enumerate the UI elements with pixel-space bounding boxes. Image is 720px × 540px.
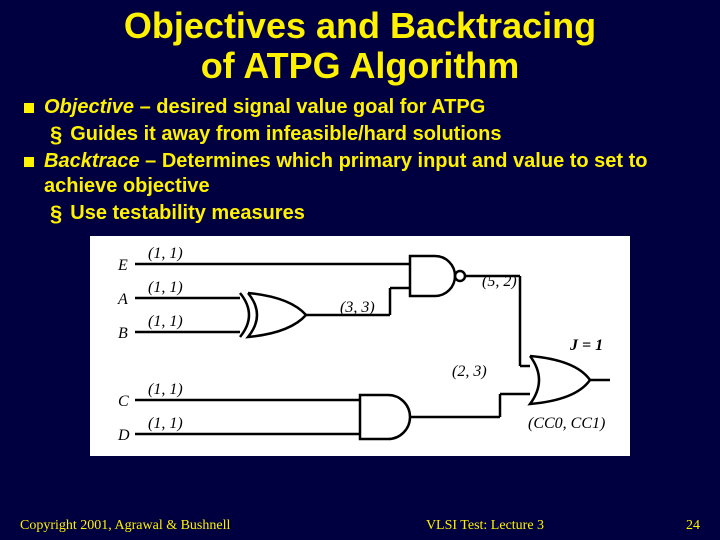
svg-text:(1, 1): (1, 1) [148,245,183,262]
svg-text:(1, 1): (1, 1) [148,415,183,432]
slide-footer: Copyright 2001, Agrawal & Bushnell VLSI … [0,518,720,534]
bullet-icon [24,103,34,113]
svg-text:(1, 1): (1, 1) [148,313,183,330]
bullet-2-text: Backtrace – Determines which primary inp… [44,149,696,199]
bullet-2-sub-1-text: Use testability measures [70,201,696,226]
svg-text:J = 1: J = 1 [569,337,603,354]
bullet-2-term: Backtrace [44,150,140,172]
slide-title: Objectives and Backtracing of ATPG Algor… [0,0,720,95]
bullet-1-rest: – desired signal value goal for ATPG [134,96,485,118]
svg-text:(CC0, CC1): (CC0, CC1) [528,415,605,432]
bullet-1-text: Objective – desired signal value goal fo… [44,95,696,120]
svg-text:B: B [118,325,128,342]
svg-text:(1, 1): (1, 1) [148,381,183,398]
sub-bullet-icon: § [50,124,62,146]
svg-text:D: D [117,427,130,444]
sub-bullet-icon: § [50,203,62,225]
svg-text:C: C [118,393,129,410]
bullet-1-sub-1: § Guides it away from infeasible/hard so… [24,122,696,147]
body-content: Objective – desired signal value goal fo… [0,95,720,226]
footer-lecture: VLSI Test: Lecture 3 [330,518,640,534]
title-line-2: of ATPG Algorithm [201,45,520,86]
svg-text:E: E [117,257,128,274]
bullet-2-sub-1: § Use testability measures [24,201,696,226]
bullet-1-term: Objective [44,96,134,118]
bullet-1: Objective – desired signal value goal fo… [24,95,696,120]
svg-text:(5, 2): (5, 2) [482,273,517,290]
footer-page-number: 24 [640,518,700,534]
svg-text:(2, 3): (2, 3) [452,363,487,380]
circuit-svg: E (1, 1) A (1, 1) B (1, 1) C (1, 1) D (1, 1) (3, 3… [90,236,630,456]
svg-text:(3, 3): (3, 3) [340,299,375,316]
svg-text:(1, 1): (1, 1) [148,279,183,296]
circuit-diagram: E (1, 1) A (1, 1) B (1, 1) C (1, 1) D (1, 1) (3, 3… [90,236,630,456]
bullet-1-sub-1-text: Guides it away from infeasible/hard solu… [70,122,696,147]
svg-text:A: A [117,291,128,308]
footer-copyright: Copyright 2001, Agrawal & Bushnell [20,518,330,534]
bullet-2: Backtrace – Determines which primary inp… [24,149,696,199]
title-line-1: Objectives and Backtracing [124,5,596,46]
bullet-icon [24,157,34,167]
